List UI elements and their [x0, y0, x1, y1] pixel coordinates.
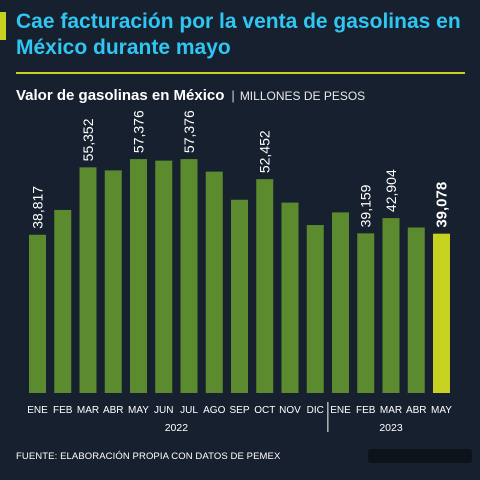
data-label-5: 57,376 — [131, 110, 147, 153]
x-tick-label-6: JUN — [154, 405, 173, 416]
x-tick-label-3: MAR — [77, 405, 99, 416]
bar-11 — [281, 202, 299, 393]
x-tick-label-16: ABR — [406, 405, 427, 416]
x-tick-label-10: OCT — [254, 405, 275, 416]
x-tick-label-17: MAY — [431, 405, 452, 416]
bar-17 — [433, 233, 450, 393]
year-label-1: 2022 — [165, 422, 189, 434]
data-label-1: 38,817 — [30, 186, 46, 229]
bar-14 — [357, 233, 375, 393]
bar-4 — [104, 170, 122, 393]
chart-subtitle: Valor de gasolinas en México | MILLONES DE… — [16, 87, 365, 104]
x-tick-label-8: AGO — [203, 405, 225, 416]
bar-16 — [407, 227, 425, 393]
x-tick-label-4: ABR — [103, 405, 124, 416]
data-label-3: 55,352 — [80, 118, 96, 161]
data-label-10: 52,452 — [257, 130, 273, 173]
bar-5 — [130, 159, 147, 393]
bar-3 — [79, 167, 97, 393]
bar-7 — [180, 159, 198, 393]
page-title: Cae facturación por la venta de gasolina… — [16, 10, 461, 59]
y-axis-unit: MILLONES DE PESOS — [239, 89, 366, 103]
bar-15 — [382, 218, 400, 393]
bar-9 — [231, 199, 248, 393]
title-accent-bar — [0, 12, 6, 40]
x-tick-label-7: JUL — [180, 405, 198, 416]
x-tick-label-11: NOV — [279, 405, 301, 416]
data-label-17: 39,078 — [434, 182, 451, 228]
publisher-logo — [368, 449, 472, 463]
x-tick-label-2: FEB — [53, 405, 73, 416]
bar-13 — [332, 212, 349, 393]
bar-1 — [29, 234, 46, 393]
x-tick-label-1: ENE — [27, 405, 48, 416]
bar-12 — [306, 225, 324, 393]
data-label-15: 42,904 — [383, 169, 399, 212]
x-tick-label-9: SEP — [229, 405, 249, 416]
year-label-2: 2023 — [379, 422, 403, 434]
data-label-14: 39,159 — [358, 184, 374, 227]
x-tick-label-5: MAY — [128, 405, 149, 416]
bar-10 — [256, 179, 274, 393]
data-label-7: 57,376 — [181, 110, 197, 153]
x-tick-label-14: FEB — [356, 405, 376, 416]
bar-2 — [54, 209, 72, 393]
bar-8 — [205, 171, 223, 393]
x-tick-label-12: DIC — [307, 405, 324, 416]
x-tick-label-13: ENE — [330, 405, 351, 416]
chart-title: Valor de gasolinas en México — [16, 87, 225, 104]
bar-6 — [155, 160, 173, 393]
x-tick-label-15: MAR — [380, 405, 402, 416]
source-note: FUENTE: ELABORACIÓN PROPIA CON DATOS DE … — [16, 451, 281, 462]
subtitle-separator: | — [231, 88, 235, 103]
title-divider — [16, 72, 465, 74]
